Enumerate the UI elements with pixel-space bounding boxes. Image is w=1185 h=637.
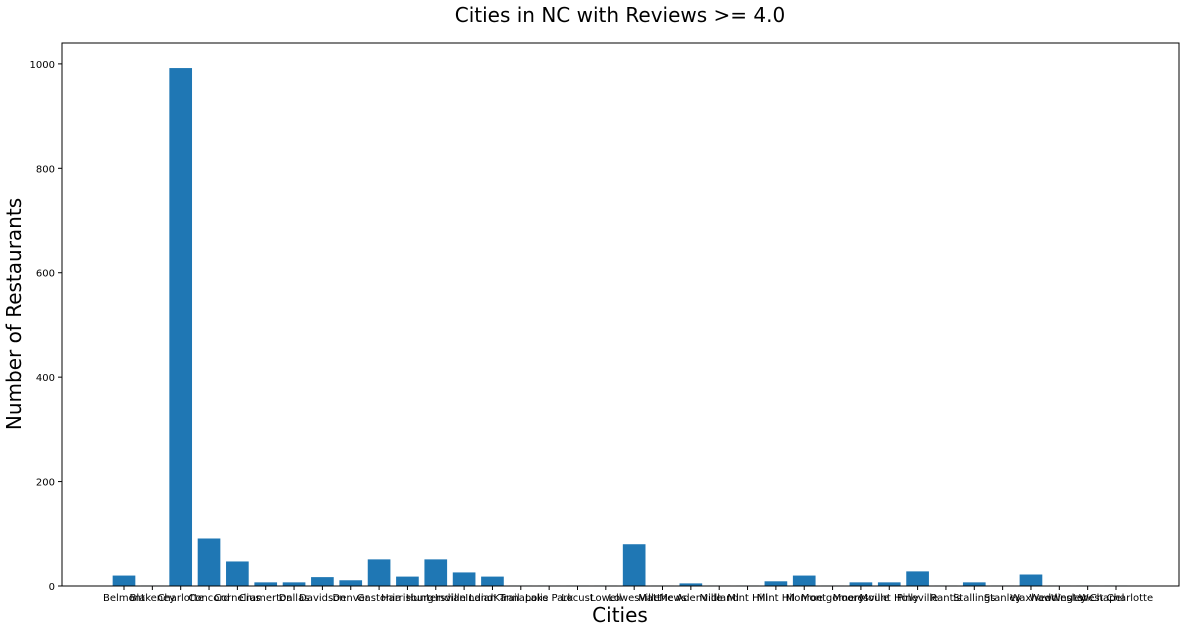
x-tick-label: Kannapolis: [494, 593, 549, 604]
y-tick-label: 0: [49, 582, 55, 593]
x-tick-label: Mint Hil: [757, 593, 795, 604]
bar-mint-hil: [764, 581, 788, 586]
y-axis: 0 200 400 600 800 1000: [30, 60, 62, 593]
bar-cornelius: [226, 561, 249, 586]
bar-indian-trail: [481, 576, 504, 586]
x-tick-label: Stanley: [984, 593, 1022, 604]
y-tick-label: 200: [36, 478, 55, 489]
plot-frame: [61, 42, 1180, 587]
x-tick-label: Lowesville: [608, 593, 659, 604]
x-tick-label: Huntersville: [406, 593, 466, 604]
x-tick-label: Midland: [700, 593, 739, 604]
x-tick-label: Weddington: [1029, 593, 1089, 604]
bar-waxhaw: [1019, 574, 1043, 586]
x-tick-label: Charlotte: [157, 593, 203, 604]
x-tick-label: Pineville: [897, 593, 938, 604]
bar-denver: [339, 580, 363, 586]
x-tick-label: Dallas: [279, 593, 310, 604]
bar-mooresville: [849, 582, 873, 586]
x-tick-label: Montgomery: [801, 593, 864, 604]
bar-pineville: [906, 571, 929, 586]
bar-huntersville: [424, 559, 448, 586]
x-tick-label: Monroe: [786, 593, 823, 604]
x-tick-label: Lowell: [590, 593, 621, 604]
bar-mount-holly: [877, 582, 901, 586]
x-axis-label: Cities: [592, 603, 648, 627]
y-tick-label: 600: [36, 269, 55, 280]
bar-monroe: [792, 575, 816, 586]
y-axis-label: Number of Restaurants: [2, 198, 26, 430]
x-tick-label: Rantis: [930, 593, 961, 604]
x-tick-label: Indian Land: [435, 593, 493, 604]
x-tick-label: Matthews: [638, 593, 686, 604]
bar-belmont: [112, 575, 136, 586]
x-tick-label: Cornelius: [214, 593, 261, 604]
x-tick-label: Waxhaw: [1010, 593, 1052, 604]
bar-charlotte: [169, 68, 193, 586]
bar-stallings: [962, 582, 986, 586]
x-tick-label: Davidson: [299, 593, 346, 604]
x-tick-label: Denver: [333, 593, 370, 604]
bar-mc-adenville: [679, 583, 703, 586]
y-tick-label: 800: [36, 164, 55, 175]
y-tick-label: 400: [36, 373, 55, 384]
bar-indian-land: [452, 572, 476, 586]
x-tick-label: Mc Adenville: [659, 593, 722, 604]
x-tick-label: Harrisburg: [381, 593, 434, 604]
x-tick-label: West Charlotte: [1079, 593, 1153, 604]
bar-dallas: [282, 582, 306, 586]
x-tick-label: Blakeney: [129, 593, 175, 604]
x-axis: BelmontBlakeneyCharlotteConcordCornelius…: [103, 586, 1153, 604]
x-tick-label: Wesley Chapel: [1051, 593, 1124, 604]
bar-lowesville: [622, 544, 646, 586]
y-tick-label: 1000: [30, 60, 55, 71]
bar-gastonia: [367, 559, 391, 586]
x-tick-label: Mint Hill: [727, 593, 768, 604]
x-tick-label: Mount Holly: [859, 593, 919, 604]
x-tick-label: Gastonia: [357, 593, 401, 604]
x-tick-label: Indian Trail: [465, 593, 520, 604]
bar-concord: [197, 538, 221, 586]
bar-harrisburg: [396, 576, 419, 586]
x-tick-label: Belmont: [103, 593, 145, 604]
bars-layer: [112, 68, 1128, 586]
x-tick-label: Concord: [188, 593, 229, 604]
x-tick-label: Stallings: [953, 593, 996, 604]
bar-cramerton: [254, 582, 278, 586]
x-tick-label: Locust: [561, 593, 594, 604]
chart-title: Cities in NC with Reviews >= 4.0: [455, 3, 785, 27]
x-tick-label: Mooresville: [833, 593, 890, 604]
bar-davidson: [311, 577, 334, 586]
x-tick-label: Cramerton: [239, 593, 293, 604]
x-tick-label: Lake Park: [525, 593, 573, 604]
